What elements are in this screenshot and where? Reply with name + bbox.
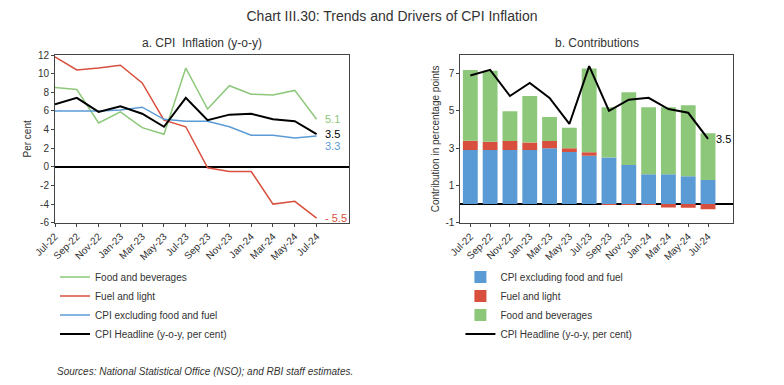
svg-text:Jan-24: Jan-24	[227, 231, 257, 261]
svg-text:Jul-24: Jul-24	[686, 231, 713, 258]
svg-text:Jul-24: Jul-24	[294, 231, 321, 258]
svg-text:Contribution in percentage poi: Contribution in percentage points	[430, 65, 441, 212]
svg-text:Nov-23: Nov-23	[204, 231, 235, 262]
svg-text:12: 12	[38, 50, 50, 61]
svg-text:Jan-23: Jan-23	[505, 231, 535, 261]
svg-text:Mar-24: Mar-24	[248, 231, 278, 261]
svg-text:3: 3	[449, 143, 455, 154]
svg-text:6: 6	[43, 105, 49, 116]
svg-text:7: 7	[449, 68, 455, 79]
svg-text:Nov-22: Nov-22	[484, 231, 515, 262]
svg-text:4: 4	[43, 124, 49, 135]
svg-text:Food and beverages: Food and beverages	[95, 272, 187, 283]
svg-text:May-23: May-23	[543, 231, 575, 263]
svg-text:3.3: 3.3	[325, 140, 340, 152]
svg-text:5.1: 5.1	[325, 113, 340, 125]
svg-text:0: 0	[43, 161, 49, 172]
svg-text:Sep-22: Sep-22	[51, 231, 82, 262]
svg-text:Nov-23: Nov-23	[603, 231, 634, 262]
svg-text:Per cent: Per cent	[22, 120, 33, 157]
svg-text:Jul-23: Jul-23	[567, 231, 594, 258]
svg-text:CPI excluding food and fuel: CPI excluding food and fuel	[95, 310, 217, 321]
svg-text:Mar-23: Mar-23	[524, 231, 554, 261]
svg-text:Jul-22: Jul-22	[448, 231, 475, 258]
svg-text:May-24: May-24	[662, 231, 694, 263]
svg-text:Sep-23: Sep-23	[583, 231, 614, 262]
svg-text:CPI excluding food and fuel: CPI excluding food and fuel	[500, 272, 622, 283]
svg-text:8: 8	[43, 87, 49, 98]
svg-text:- 5.5: - 5.5	[325, 212, 347, 224]
svg-text:Sources: National Statistical: Sources: National Statistical Office (NS…	[57, 366, 353, 377]
svg-text:-2: -2	[40, 180, 49, 191]
svg-text:May-24: May-24	[268, 231, 300, 263]
svg-text:a. CPI Inflation (y-o-y): a. CPI Inflation (y-o-y)	[142, 36, 262, 50]
svg-text:Mar-24: Mar-24	[643, 231, 673, 261]
svg-text:Jan-24: Jan-24	[624, 231, 654, 261]
svg-text:Jan-23: Jan-23	[96, 231, 126, 261]
svg-text:May-23: May-23	[138, 231, 170, 263]
svg-text:1: 1	[449, 180, 455, 191]
svg-text:5: 5	[449, 105, 455, 116]
svg-text:-1: -1	[446, 217, 455, 228]
svg-text:2: 2	[43, 143, 49, 154]
svg-text:3.5: 3.5	[325, 128, 340, 140]
svg-text:Sep-23: Sep-23	[182, 231, 213, 262]
svg-text:3.5: 3.5	[716, 133, 731, 145]
svg-text:Sep-22: Sep-22	[464, 231, 495, 262]
svg-text:Jul-22: Jul-22	[33, 231, 60, 258]
svg-text:Fuel and light: Fuel and light	[95, 291, 155, 302]
svg-text:CPI Headline (y-o-y, per cent): CPI Headline (y-o-y, per cent)	[500, 329, 632, 340]
svg-text:10: 10	[38, 68, 50, 79]
svg-text:Nov-22: Nov-22	[73, 231, 104, 262]
svg-text:b. Contributions: b. Contributions	[555, 36, 639, 50]
svg-text:Mar-23: Mar-23	[117, 231, 147, 261]
svg-text:CPI Headline (y-o-y, per cent): CPI Headline (y-o-y, per cent)	[95, 329, 227, 340]
svg-text:Jul-23: Jul-23	[164, 231, 191, 258]
svg-text:-4: -4	[40, 199, 49, 210]
svg-text:Chart III.30: Trends and Drive: Chart III.30: Trends and Drivers of CPI …	[246, 8, 537, 24]
svg-text:Food and beverages: Food and beverages	[500, 310, 592, 321]
svg-text:-6: -6	[40, 217, 49, 228]
svg-text:Fuel and light: Fuel and light	[500, 291, 560, 302]
